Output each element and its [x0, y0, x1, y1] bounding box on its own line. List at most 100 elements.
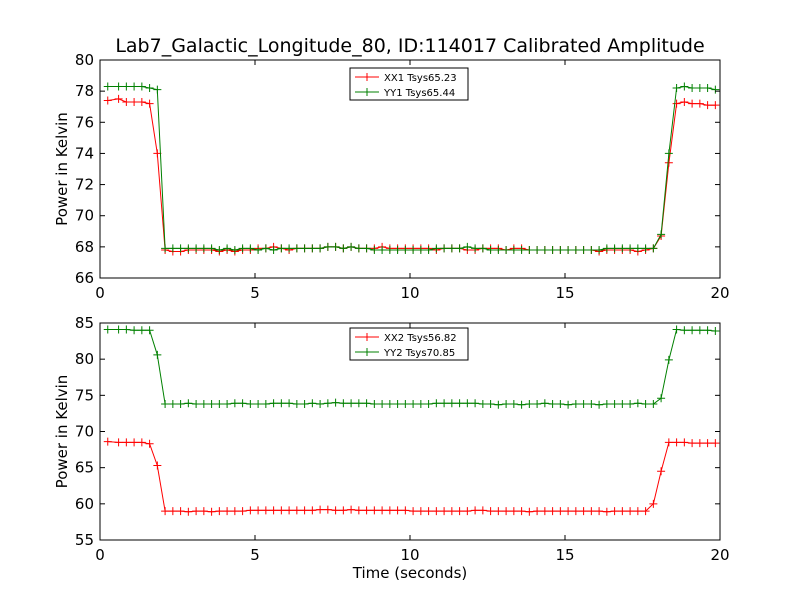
- y-tick-label: 74: [75, 144, 94, 162]
- data-point: [378, 400, 387, 409]
- data-point: [695, 439, 704, 448]
- data-point: [192, 244, 201, 253]
- data-point: [130, 82, 139, 91]
- x-tick-label: 20: [710, 546, 729, 564]
- data-point: [153, 461, 162, 470]
- data-point: [323, 505, 332, 514]
- data-point: [308, 244, 317, 253]
- x-tick-label: 10: [400, 284, 419, 302]
- data-point: [680, 98, 689, 107]
- data-point: [145, 439, 154, 448]
- x-tick-label: 15: [555, 546, 574, 564]
- y-tick-label: 68: [75, 238, 94, 256]
- data-point: [114, 438, 123, 447]
- data-point: [618, 400, 627, 409]
- data-point: [571, 400, 580, 409]
- data-point: [649, 499, 658, 508]
- y-tick-label: 70: [75, 207, 94, 225]
- data-point: [370, 245, 379, 254]
- data-point: [153, 85, 162, 94]
- data-point: [548, 400, 557, 409]
- data-point: [130, 326, 139, 335]
- data-point: [579, 507, 588, 516]
- data-point: [331, 242, 340, 251]
- data-point: [223, 400, 232, 409]
- data-point: [103, 325, 112, 334]
- data-point: [393, 506, 402, 515]
- data-point: [556, 507, 565, 516]
- data-point: [269, 245, 278, 254]
- data-point: [300, 400, 309, 409]
- data-point: [502, 245, 511, 254]
- data-point: [525, 245, 534, 254]
- data-point: [339, 506, 348, 515]
- data-point: [385, 245, 394, 254]
- data-point: [316, 505, 325, 514]
- data-point: [432, 507, 441, 516]
- data-point: [230, 507, 239, 516]
- data-point: [695, 99, 704, 108]
- data-point: [145, 84, 154, 93]
- legend-box: [349, 327, 469, 361]
- data-point: [633, 244, 642, 253]
- data-point: [688, 439, 697, 448]
- data-point: [184, 399, 193, 408]
- legend-swatch-marker: [363, 88, 371, 96]
- data-point: [137, 82, 146, 91]
- y-tick-label: 76: [75, 113, 94, 131]
- data-point: [711, 439, 720, 448]
- data-point: [502, 507, 511, 516]
- data-point: [122, 82, 131, 91]
- y-axis-label: Power in Kelvin: [53, 375, 71, 489]
- data-point: [145, 326, 154, 335]
- data-point: [533, 507, 542, 516]
- data-point: [130, 438, 139, 447]
- data-point: [401, 245, 410, 254]
- data-point: [339, 399, 348, 408]
- data-point: [114, 325, 123, 334]
- data-point: [230, 399, 239, 408]
- data-point: [703, 84, 712, 93]
- data-point: [385, 506, 394, 515]
- data-point: [711, 101, 720, 110]
- data-point: [680, 82, 689, 91]
- data-point: [300, 506, 309, 515]
- data-point: [192, 507, 201, 516]
- data-point: [711, 326, 720, 335]
- data-point: [168, 400, 177, 409]
- data-point: [215, 245, 224, 254]
- data-point: [587, 507, 596, 516]
- data-point: [354, 506, 363, 515]
- data-point: [680, 438, 689, 447]
- data-point: [137, 326, 146, 335]
- data-point: [246, 506, 255, 515]
- data-point: [362, 399, 371, 408]
- data-point: [176, 400, 185, 409]
- data-point: [354, 244, 363, 253]
- data-point: [556, 400, 565, 409]
- legend-label: XX1 Tsys65.23: [384, 73, 457, 84]
- data-point: [122, 98, 131, 107]
- data-point: [207, 400, 216, 409]
- data-point: [494, 245, 503, 254]
- data-point: [688, 326, 697, 335]
- data-point: [385, 400, 394, 409]
- y-tick-label: 80: [75, 51, 94, 69]
- data-point: [416, 245, 425, 254]
- data-point: [657, 394, 666, 403]
- data-point: [610, 507, 619, 516]
- data-point: [672, 438, 681, 447]
- data-point: [509, 245, 518, 254]
- data-point: [103, 437, 112, 446]
- data-point: [463, 242, 472, 251]
- data-point: [471, 399, 480, 408]
- data-point: [184, 244, 193, 253]
- data-point: [664, 355, 673, 364]
- data-point: [703, 101, 712, 110]
- data-point: [463, 399, 472, 408]
- data-point: [424, 245, 433, 254]
- data-point: [362, 244, 371, 253]
- y-tick-label: 78: [75, 82, 94, 100]
- data-point: [540, 245, 549, 254]
- data-point: [447, 244, 456, 253]
